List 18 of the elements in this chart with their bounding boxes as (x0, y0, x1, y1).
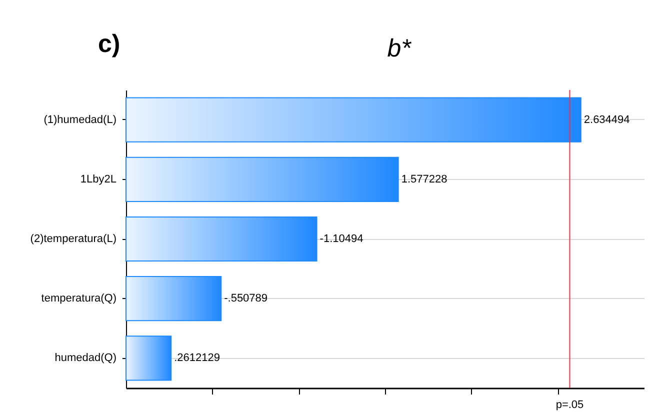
y-tick-label: 1Lby2L (80, 173, 116, 186)
y-tick-label: (2)temperatura(L) (30, 233, 116, 245)
bar (126, 216, 318, 262)
bar (126, 156, 399, 202)
bar (126, 276, 222, 322)
y-tick-label: temperatura(Q) (41, 292, 116, 305)
annotation: -1.10494 (320, 233, 364, 245)
y-tick-label: humedad(Q) (54, 352, 116, 364)
data-label: 1.577228 (401, 173, 448, 186)
bar (126, 336, 172, 381)
data-label: 2.634494 (584, 114, 630, 126)
ref-line-label: p=.05 (556, 399, 584, 411)
text: c) (98, 30, 120, 59)
bar (126, 97, 582, 142)
annotation: -.550789 (224, 292, 268, 305)
y-tick-label: (1)humedad(L) (44, 114, 116, 126)
chart-title: b* (387, 34, 412, 62)
data-label: .2612129 (174, 352, 220, 364)
